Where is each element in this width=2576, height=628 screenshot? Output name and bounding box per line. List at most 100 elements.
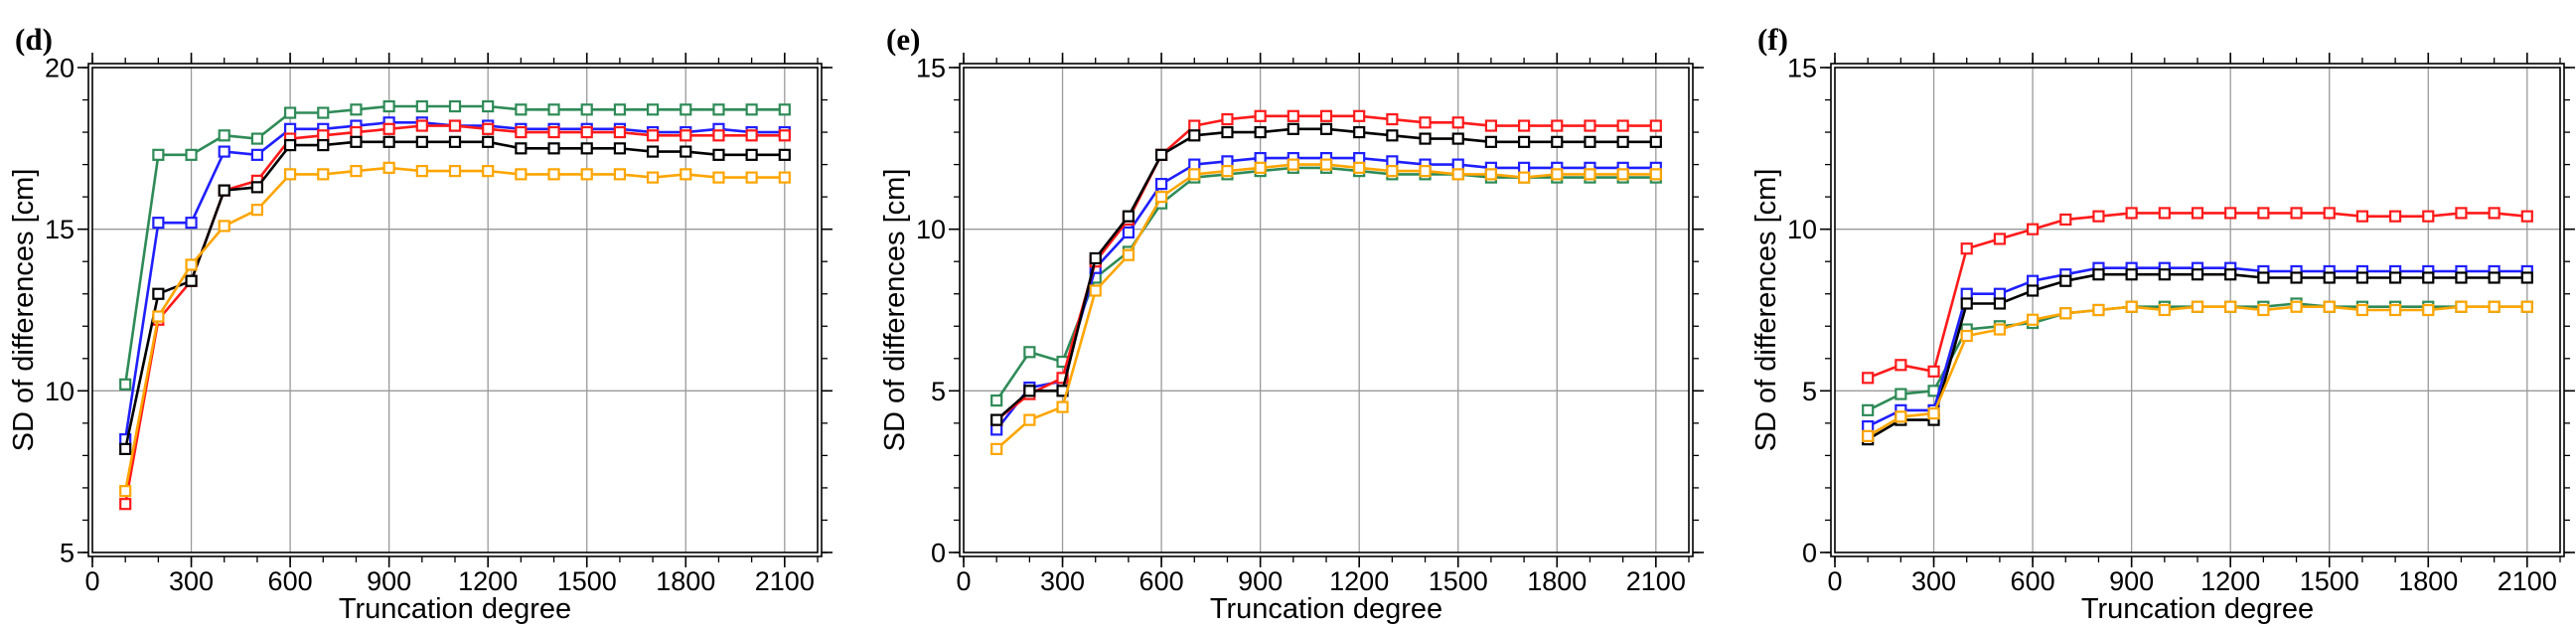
data-point-black	[1517, 135, 1531, 148]
data-point-orange	[2158, 303, 2171, 317]
y-tick-label: 5	[931, 377, 946, 406]
data-point-black	[712, 148, 725, 161]
data-point-red	[778, 129, 791, 142]
data-point-black	[2059, 274, 2072, 287]
data-point-black	[1551, 135, 1564, 148]
plot-area	[964, 68, 1689, 552]
data-point-red	[2257, 207, 2270, 220]
data-point-green	[680, 103, 692, 116]
data-point-orange	[152, 310, 165, 323]
data-point-orange	[990, 442, 1003, 455]
x-tick-label: 1800	[1527, 566, 1587, 596]
data-point-orange	[1584, 168, 1596, 181]
data-point-black	[1584, 135, 1596, 148]
data-point-red	[382, 122, 395, 135]
data-point-green	[1023, 346, 1036, 359]
data-point-black	[1386, 129, 1399, 142]
data-point-red	[1254, 109, 1267, 122]
data-point-orange	[317, 168, 330, 181]
data-point-black	[350, 135, 363, 148]
frame-inner	[91, 67, 819, 553]
y-tick-label: 5	[60, 538, 75, 567]
data-point-black	[547, 142, 560, 155]
data-point-orange	[778, 171, 791, 184]
x-tick-label: 0	[84, 566, 99, 596]
data-point-black	[1616, 135, 1629, 148]
data-point-black	[580, 142, 593, 155]
x-tick-label: 1500	[1429, 566, 1488, 596]
data-point-red	[2059, 213, 2072, 227]
data-point-black	[1960, 297, 1973, 310]
chart-panel-1: 0 300 600 900 1200 1500 1800 2100 5 10 15 20 Truncat…	[8, 22, 833, 625]
plot-area	[92, 68, 818, 552]
data-point-orange	[1927, 407, 1940, 420]
data-point-orange	[680, 168, 692, 181]
data-point-orange	[448, 165, 462, 178]
y-tick-label: 10	[45, 377, 75, 406]
x-tick-label: 1800	[656, 566, 715, 596]
data-point-orange	[382, 161, 395, 174]
data-point-black	[1188, 129, 1201, 142]
data-point-red	[2388, 210, 2402, 223]
data-point-red	[1353, 109, 1366, 122]
data-point-red	[2158, 207, 2171, 220]
frame-band	[1832, 65, 2563, 555]
y-tick-label: 10	[1787, 215, 1817, 244]
panel-label: (d)	[15, 22, 53, 57]
data-point-green	[350, 103, 363, 116]
data-point-red	[2290, 207, 2303, 220]
data-point-black	[1023, 385, 1036, 397]
y-axis-label: SD of differences [cm]	[879, 169, 911, 452]
data-point-red	[646, 129, 660, 142]
data-point-orange	[1649, 168, 1662, 181]
data-point-black	[2388, 271, 2402, 284]
data-point-red	[350, 125, 363, 139]
data-point-black	[2224, 268, 2237, 281]
data-point-red	[613, 125, 627, 139]
data-point-black	[152, 287, 165, 300]
data-point-red	[2092, 210, 2105, 223]
data-point-green	[283, 106, 297, 119]
frame-inner	[963, 67, 1690, 553]
data-point-orange	[1451, 168, 1464, 181]
x-tick-label: 300	[1040, 566, 1085, 596]
data-point-black	[2191, 268, 2204, 281]
data-point-blue	[1353, 151, 1366, 165]
data-point-blue	[1122, 226, 1136, 239]
data-point-green	[990, 393, 1003, 407]
data-point-red	[1649, 119, 1662, 132]
data-point-orange	[2520, 300, 2533, 313]
panel-label: (e)	[886, 22, 920, 57]
data-point-black	[1154, 148, 1168, 161]
data-point-green	[580, 103, 593, 116]
data-point-black	[317, 138, 330, 152]
data-point-green	[218, 129, 230, 142]
y-tick-label: 0	[1802, 538, 1817, 567]
y-tick-label: 0	[931, 538, 946, 567]
data-point-orange	[1616, 168, 1629, 181]
data-point-red	[119, 498, 132, 511]
data-point-blue	[1960, 287, 1973, 300]
x-axis-label: Truncation degree	[339, 593, 571, 625]
data-point-green	[1862, 403, 1875, 416]
data-point-orange	[119, 485, 132, 498]
data-point-green	[515, 103, 528, 116]
data-point-red	[482, 122, 495, 135]
data-point-black	[1254, 125, 1267, 139]
data-point-green	[712, 103, 725, 116]
data-point-green	[448, 99, 462, 113]
data-point-blue	[1451, 158, 1464, 171]
data-point-blue	[185, 217, 198, 230]
data-point-red	[1551, 119, 1564, 132]
data-point-red	[1993, 233, 2007, 245]
data-point-red	[1287, 109, 1299, 122]
data-point-red	[547, 125, 560, 139]
data-point-orange	[1319, 158, 1333, 171]
x-tick-label: 1500	[557, 566, 617, 596]
data-point-orange	[1993, 323, 2007, 336]
data-point-orange	[1221, 165, 1234, 178]
data-point-black	[680, 145, 692, 158]
data-point-red	[1927, 365, 1940, 378]
data-point-black	[185, 274, 198, 287]
data-point-red	[580, 125, 593, 139]
